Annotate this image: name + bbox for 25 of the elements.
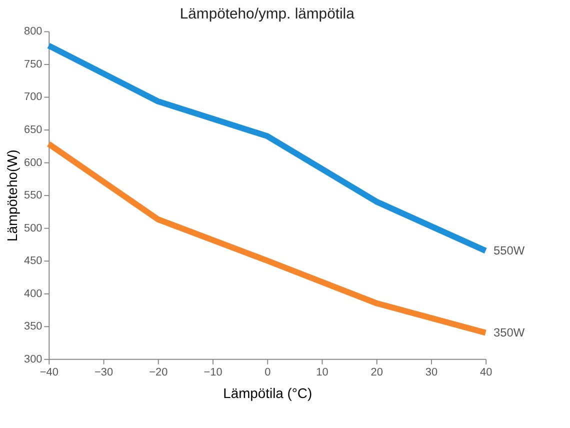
- y-tick-label: 350: [24, 320, 42, 333]
- x-tick-label: 40: [480, 366, 492, 378]
- y-tick-label: 550: [24, 190, 42, 202]
- y-tick-label: 750: [24, 58, 42, 70]
- x-tick-label: 10: [316, 366, 328, 378]
- x-axis-title: Lämpötila (°C): [223, 385, 312, 402]
- y-tick-label: 450: [24, 255, 42, 268]
- chart-title: Lämpöteho/ymp. lämpötila: [180, 6, 356, 22]
- x-tick-label: 0: [264, 366, 271, 378]
- x-tick-label: −40: [40, 366, 58, 378]
- series-label: 550W: [494, 244, 526, 258]
- y-tick-label: 800: [24, 26, 42, 38]
- y-tick-label: 600: [24, 156, 42, 169]
- y-tick-label: 300: [24, 353, 42, 366]
- series-label: 350W: [494, 326, 526, 340]
- x-tick-label: 20: [370, 366, 383, 378]
- y-tick-label: 400: [24, 288, 42, 300]
- y-tick-label: 650: [24, 124, 42, 136]
- x-tick-label: −30: [94, 366, 114, 378]
- x-tick-label: −20: [149, 366, 168, 378]
- x-tick-label: 30: [425, 366, 438, 378]
- y-axis-title: Lämpöteho(W): [4, 150, 20, 242]
- y-tick-label: 500: [24, 222, 42, 234]
- y-tick-label: 700: [24, 91, 42, 104]
- x-tick-label: −10: [204, 366, 222, 378]
